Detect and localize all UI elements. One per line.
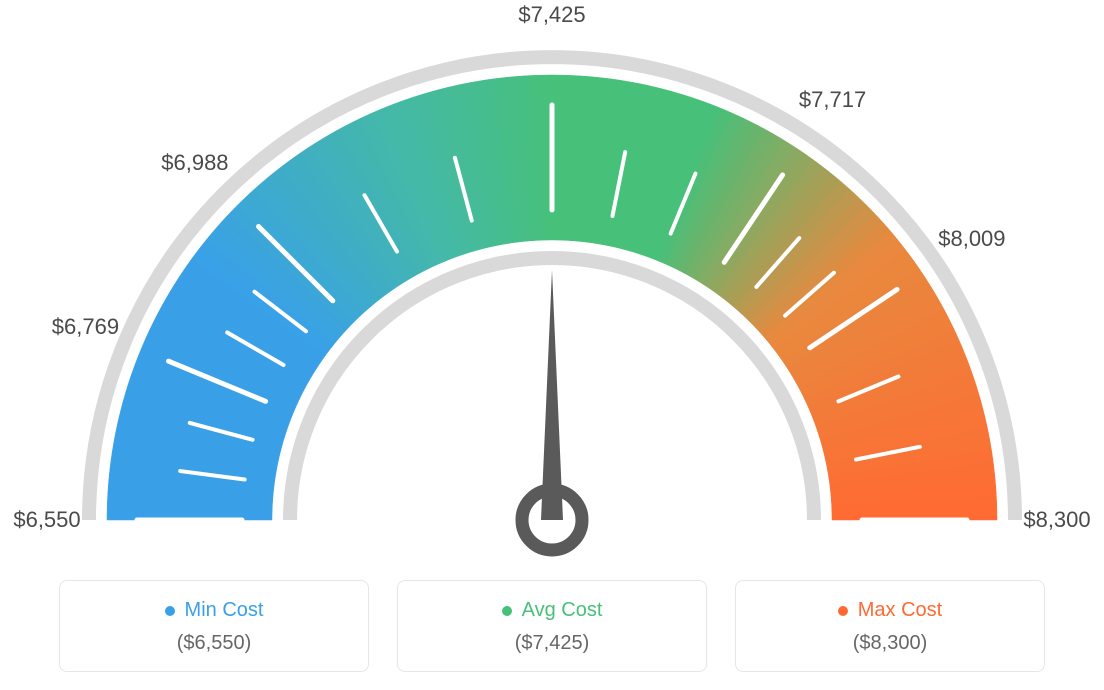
gauge-needle xyxy=(541,270,563,520)
legend-dot-avg xyxy=(502,606,512,616)
legend-row: Min Cost ($6,550) Avg Cost ($7,425) Max … xyxy=(0,560,1104,672)
gauge-tick-label: $8,009 xyxy=(938,226,1005,252)
gauge-tick-label: $7,717 xyxy=(799,87,866,113)
gauge-tick-label: $8,300 xyxy=(1023,507,1090,533)
legend-title-max: Max Cost xyxy=(838,599,942,622)
gauge-svg xyxy=(0,0,1104,560)
legend-title-avg: Avg Cost xyxy=(502,599,603,622)
legend-card-min: Min Cost ($6,550) xyxy=(59,580,369,672)
gauge-tick-label: $7,425 xyxy=(518,2,585,28)
legend-title-min: Min Cost xyxy=(165,599,264,622)
legend-card-max: Max Cost ($8,300) xyxy=(735,580,1045,672)
legend-title-text-avg: Avg Cost xyxy=(522,599,603,622)
legend-value-max: ($8,300) xyxy=(746,632,1034,655)
legend-dot-min xyxy=(165,606,175,616)
gauge-chart: $6,550 $6,769 $6,988 $7,425 $7,717 $8,009 $8,3… xyxy=(0,0,1104,560)
legend-card-avg: Avg Cost ($7,425) xyxy=(397,580,707,672)
gauge-tick-label: $6,550 xyxy=(13,507,80,533)
legend-title-text-min: Min Cost xyxy=(185,599,264,622)
legend-value-min: ($6,550) xyxy=(70,632,358,655)
legend-title-text-max: Max Cost xyxy=(858,599,942,622)
gauge-tick-label: $6,769 xyxy=(52,314,119,340)
legend-dot-max xyxy=(838,606,848,616)
legend-value-avg: ($7,425) xyxy=(408,632,696,655)
gauge-tick-label: $6,988 xyxy=(161,150,228,176)
